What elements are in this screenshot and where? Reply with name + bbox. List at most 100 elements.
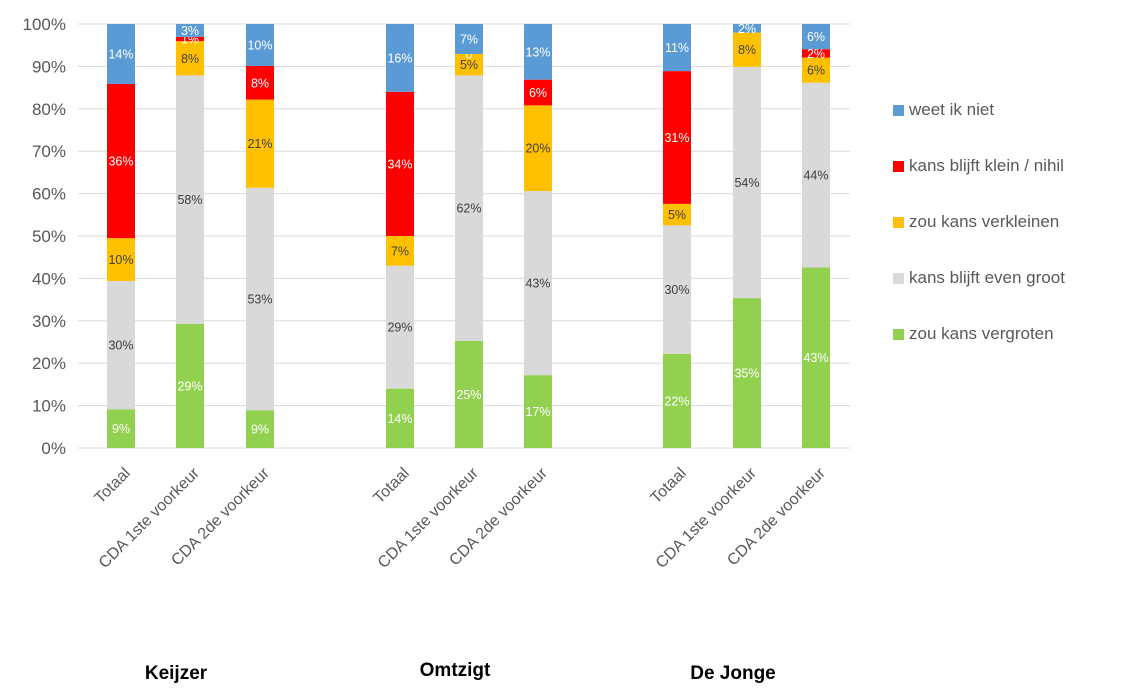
data-label: 29%: [177, 379, 202, 393]
legend-item: zou kans verkleinen: [893, 212, 1065, 232]
group-title-keijzer: Keijzer: [144, 663, 208, 684]
bar-segment: [663, 225, 691, 354]
bar-segment: [176, 24, 204, 37]
legend-item: kans blijft even groot: [893, 268, 1065, 288]
bar-segment: [386, 24, 414, 92]
y-tick-label: 30%: [32, 312, 66, 331]
legend-item: weet ik niet: [893, 100, 1065, 120]
data-label: 43%: [525, 277, 550, 291]
y-tick-label: 40%: [32, 269, 66, 288]
data-label: 54%: [734, 176, 759, 190]
bar-segment: [246, 187, 274, 411]
data-label: 44%: [803, 169, 828, 183]
bar-segment: [802, 24, 830, 50]
bar-segment: [663, 24, 691, 72]
bar-segment: [802, 82, 830, 268]
data-label: 30%: [108, 339, 133, 353]
legend-swatch: [893, 272, 904, 284]
bar-segment: [386, 388, 414, 448]
data-label: 10%: [108, 253, 133, 267]
bar-segment: [176, 41, 204, 76]
data-label: 8%: [181, 52, 199, 66]
bar-segment: [524, 375, 552, 448]
data-label: 5%: [668, 208, 686, 222]
data-label: 11%: [665, 41, 689, 55]
data-label: 43%: [803, 351, 828, 365]
bar-segment: [733, 66, 761, 299]
bar-segment: [524, 24, 552, 80]
bar-segment: [733, 298, 761, 448]
data-label: 8%: [251, 76, 269, 90]
data-label: 25%: [456, 388, 481, 402]
y-tick-label: 90%: [32, 57, 66, 76]
category-label: Totaal: [371, 465, 413, 507]
bar-segment: [524, 79, 552, 106]
y-tick-label: 0%: [41, 439, 66, 458]
data-label: 7%: [391, 244, 409, 258]
bar-segment: [246, 65, 274, 100]
bar-segment: [663, 71, 691, 204]
bar-segment: [386, 236, 414, 266]
legend-swatch: [893, 104, 904, 116]
data-label: 5%: [460, 58, 478, 72]
y-tick-label: 50%: [32, 227, 66, 246]
legend-label: kans blijft even groot: [909, 268, 1065, 287]
bar-segment: [246, 24, 274, 66]
data-label: 3%: [181, 24, 199, 38]
group-title-de-jonge: De Jonge: [690, 663, 776, 684]
bar-segment: [802, 267, 830, 448]
bar-segment: [176, 36, 204, 42]
data-label: 22%: [664, 394, 689, 408]
bar-segment: [107, 83, 135, 239]
bar-segment: [107, 280, 135, 410]
bar-segment: [802, 49, 830, 58]
legend-label: kans blijft klein / nihil: [909, 156, 1064, 175]
y-tick-label: 10%: [32, 397, 66, 416]
data-label: 10%: [247, 38, 272, 52]
data-label: 0: [466, 47, 473, 61]
data-label: 13%: [525, 45, 550, 59]
bars: 9%30%10%36%14%29%58%8%1%3%9%53%21%8%10%1…: [107, 22, 830, 448]
category-label: Totaal: [648, 465, 690, 507]
data-label: 20%: [525, 142, 550, 156]
bar-segment: [246, 410, 274, 448]
data-label: 21%: [247, 137, 272, 151]
data-label: 6%: [529, 86, 547, 100]
bar-segment: [663, 353, 691, 448]
data-label: 53%: [247, 292, 272, 306]
bar-segment: [733, 32, 761, 67]
data-label: 29%: [387, 321, 412, 335]
legend-item: kans blijft klein / nihil: [893, 156, 1065, 176]
legend-label: zou kans verkleinen: [909, 212, 1060, 231]
bar-segment: [246, 99, 274, 188]
bar-segment: [455, 340, 483, 448]
legend-item: zou kans vergroten: [893, 324, 1065, 344]
y-tick-label: 80%: [32, 100, 66, 119]
legend-swatch: [893, 216, 904, 228]
bar-segment: [107, 24, 135, 84]
bar-segment: [733, 24, 761, 33]
data-label: 31%: [664, 131, 689, 145]
bar-segment: [455, 53, 483, 76]
data-label: 34%: [387, 157, 412, 171]
legend-swatch: [893, 160, 904, 172]
category-label: Totaal: [92, 465, 134, 507]
data-label: 6%: [807, 64, 825, 78]
y-axis: 0% 10% 20% 30% 40% 50% 60% 70% 80% 90% 100%: [23, 15, 66, 458]
data-label: 2%: [738, 22, 756, 36]
data-label: 14%: [108, 47, 133, 61]
data-label: 36%: [108, 155, 133, 169]
data-label: 17%: [525, 405, 550, 419]
legend-label: weet ik niet: [909, 100, 995, 119]
y-tick-label: 70%: [32, 142, 66, 161]
bar-segment: [802, 57, 830, 83]
y-tick-label: 100%: [23, 15, 66, 34]
bar-segment: [663, 203, 691, 226]
data-label: 16%: [387, 51, 412, 65]
data-label: 9%: [112, 422, 130, 436]
bar-segment: [524, 191, 552, 376]
bar-segment: [524, 105, 552, 192]
legend-label: zou kans vergroten: [909, 324, 1054, 343]
